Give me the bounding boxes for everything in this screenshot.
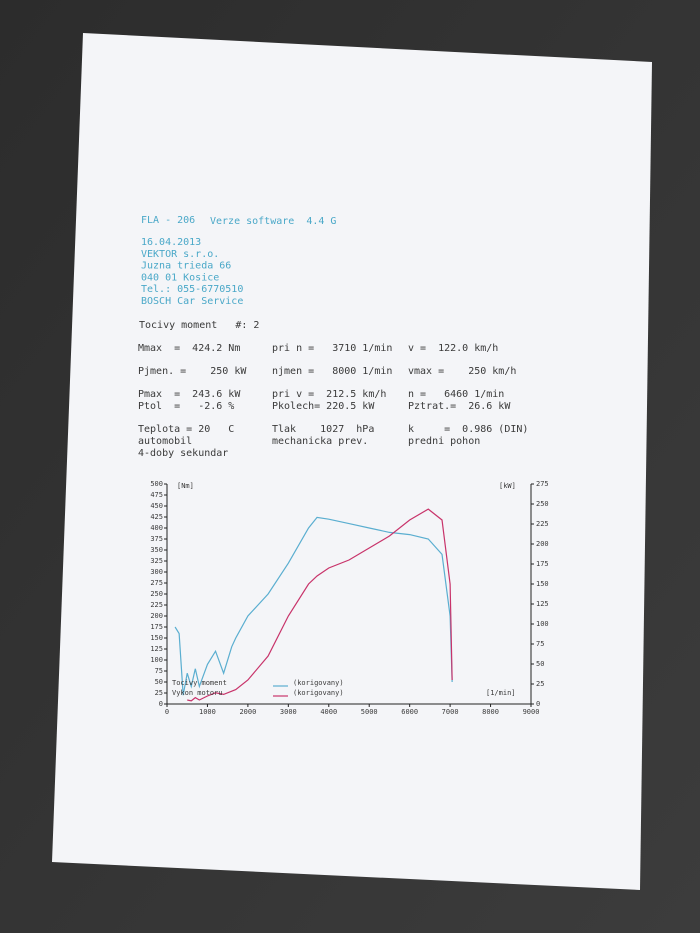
y-tick-label: 100 bbox=[150, 656, 163, 664]
y-tick-label: 350 bbox=[150, 546, 163, 554]
parameter: n = 6460 1/min bbox=[408, 389, 504, 400]
y-tick-label: 25 bbox=[155, 689, 163, 697]
y-tick-label: 50 bbox=[155, 678, 163, 686]
legend-label: Vykon motoru bbox=[172, 689, 223, 697]
parameter: pri v = 212.5 km/h bbox=[272, 389, 386, 400]
y2-tick-label: 125 bbox=[536, 600, 549, 608]
y-tick-label: 475 bbox=[150, 491, 163, 499]
legend-note: (korigovany) bbox=[293, 679, 344, 687]
address-line: BOSCH Car Service bbox=[141, 296, 243, 307]
address-line: 040 01 Kosice bbox=[141, 272, 219, 283]
address-line: Juzna trieda 66 bbox=[141, 261, 231, 272]
address-line: 16.04.2013 bbox=[141, 237, 201, 248]
y2-tick-label: 225 bbox=[536, 520, 549, 528]
parameter: predni pohon bbox=[408, 436, 480, 447]
y-tick-label: 400 bbox=[150, 524, 163, 532]
y-tick-label: 150 bbox=[150, 634, 163, 642]
y2-tick-label: 25 bbox=[536, 680, 544, 688]
series-line bbox=[187, 508, 453, 702]
y-tick-label: 450 bbox=[150, 502, 163, 510]
y-tick-label: 375 bbox=[150, 535, 163, 543]
y-axis-label: [Nm] bbox=[177, 482, 194, 490]
y-tick-label: 300 bbox=[150, 568, 163, 576]
y2-tick-label: 100 bbox=[536, 620, 549, 628]
x-tick-label: 0 bbox=[165, 708, 169, 716]
y2-tick-label: 150 bbox=[536, 580, 549, 588]
y-tick-label: 200 bbox=[150, 612, 163, 620]
y2-tick-label: 175 bbox=[536, 560, 549, 568]
address-line: Tel.: 055-6770510 bbox=[141, 284, 243, 295]
legend-note: (korigovany) bbox=[293, 689, 344, 697]
x-tick-label: 4000 bbox=[320, 708, 337, 716]
program: FLA - 206 bbox=[141, 215, 195, 226]
y-tick-label: 275 bbox=[150, 579, 163, 587]
address-line: VEKTOR s.r.o. bbox=[141, 249, 219, 260]
parameter: k = 0.986 (DIN) bbox=[408, 424, 528, 435]
version: Verze software 4.4 G bbox=[210, 216, 336, 227]
y-tick-label: 500 bbox=[150, 480, 163, 488]
parameter: Pztrat.= 26.6 kW bbox=[408, 401, 511, 412]
x-tick-label: 6000 bbox=[401, 708, 418, 716]
parameter: Pkolech= 220.5 kW bbox=[272, 401, 375, 412]
x-tick-label: 5000 bbox=[361, 708, 378, 716]
y-tick-label: 425 bbox=[150, 513, 163, 521]
parameter: v = 122.0 km/h bbox=[408, 343, 498, 354]
parameter: Pmax = 243.6 kW bbox=[138, 389, 241, 400]
y-tick-label: 125 bbox=[150, 645, 163, 653]
parameter: Ptol = -2.6 % bbox=[138, 401, 234, 412]
parameter: Tlak 1027 hPa bbox=[272, 424, 374, 435]
x-axis-label: [1/min] bbox=[486, 689, 516, 697]
parameter: automobil bbox=[138, 436, 192, 447]
legend-label: Tocivy moment bbox=[172, 679, 227, 687]
paper bbox=[52, 33, 652, 890]
y2-tick-label: 200 bbox=[536, 540, 549, 548]
y-tick-label: 175 bbox=[150, 623, 163, 631]
y2-tick-label: 0 bbox=[536, 700, 540, 708]
y2-axis-label: [kW] bbox=[499, 482, 516, 490]
parameter: njmen = 8000 1/min bbox=[272, 366, 392, 377]
x-tick-label: 7000 bbox=[442, 708, 459, 716]
y-tick-label: 0 bbox=[159, 700, 163, 708]
parameter: Pjmen. = 250 kW bbox=[138, 366, 247, 377]
test-title: Tocivy moment #: 2 bbox=[139, 320, 259, 331]
y2-tick-label: 275 bbox=[536, 480, 549, 488]
y2-tick-label: 75 bbox=[536, 640, 544, 648]
parameter: pri n = 3710 1/min bbox=[272, 343, 392, 354]
y2-tick-label: 50 bbox=[536, 660, 544, 668]
parameter: Mmax = 424.2 Nm bbox=[138, 343, 240, 354]
x-tick-label: 1000 bbox=[199, 708, 216, 716]
series-line bbox=[174, 516, 453, 696]
parameter: vmax = 250 km/h bbox=[408, 366, 516, 377]
y-tick-label: 225 bbox=[150, 601, 163, 609]
y-tick-label: 325 bbox=[150, 557, 163, 565]
y-tick-label: 75 bbox=[155, 667, 163, 675]
parameter: mechanicka prev. bbox=[272, 436, 368, 447]
parameter: 4-doby sekundar bbox=[138, 448, 228, 459]
y2-tick-label: 250 bbox=[536, 500, 549, 508]
x-tick-label: 8000 bbox=[482, 708, 499, 716]
parameter: Teplota = 20 C bbox=[138, 424, 234, 435]
x-tick-label: 9000 bbox=[523, 708, 540, 716]
x-tick-label: 3000 bbox=[280, 708, 297, 716]
y-tick-label: 250 bbox=[150, 590, 163, 598]
x-tick-label: 2000 bbox=[239, 708, 256, 716]
